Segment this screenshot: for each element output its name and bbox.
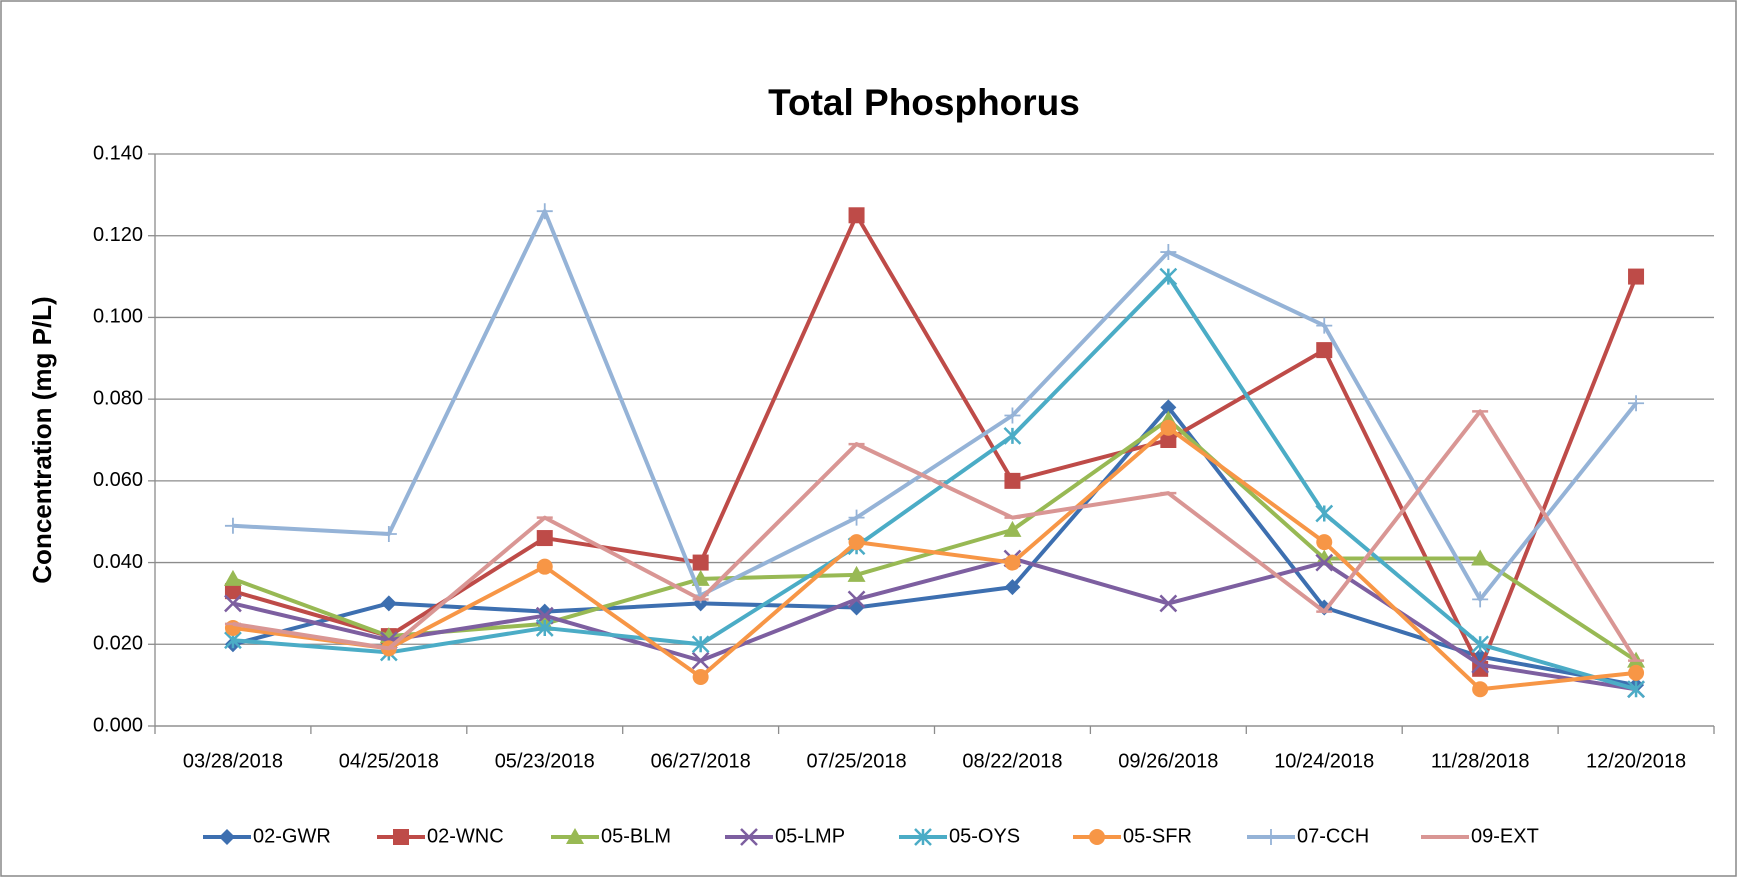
- data-point: [224, 583, 241, 600]
- data-point: [1159, 267, 1178, 286]
- data-point: [1315, 553, 1334, 572]
- data-point: [1628, 664, 1645, 681]
- legend-label: 05-OYS: [949, 825, 1020, 847]
- data-point: [691, 635, 710, 654]
- legend-item: 05-LMP: [725, 825, 845, 847]
- legend-item: 05-BLM: [551, 825, 671, 847]
- data-point: [224, 619, 241, 636]
- legend-label: 05-BLM: [601, 825, 671, 847]
- data-point: [1315, 504, 1334, 523]
- data-point: [847, 590, 866, 609]
- x-tick-label: 11/28/2018: [1431, 750, 1530, 772]
- x-tick-label: 09/26/2018: [1118, 750, 1218, 772]
- data-point: [224, 517, 241, 534]
- data-point: [1472, 681, 1489, 698]
- series: [224, 419, 1645, 698]
- legend-item: 05-SFR: [1073, 825, 1192, 847]
- data-point: [536, 530, 553, 547]
- x-tick-label: 05/23/2018: [495, 750, 595, 772]
- y-tick-label: 0.060: [93, 469, 143, 491]
- series-line: [232, 274, 1637, 692]
- data-point: [536, 558, 553, 575]
- y-tick-label: 0.100: [93, 306, 143, 328]
- y-tick-label: 0.080: [93, 387, 143, 409]
- data-point: [1004, 407, 1021, 424]
- legend-marker: [566, 828, 584, 844]
- data-point: [1628, 395, 1645, 412]
- legend-label: 05-SFR: [1123, 825, 1192, 847]
- chart-title: Total Phosphorus: [768, 82, 1080, 123]
- data-point: [1004, 554, 1021, 571]
- legend-item: 02-WNC: [377, 825, 504, 847]
- legend-label: 02-WNC: [427, 825, 504, 847]
- y-tick-label: 0.000: [93, 714, 143, 736]
- y-tick-label: 0.020: [93, 633, 143, 655]
- data-point: [847, 565, 866, 582]
- data-point: [691, 651, 710, 670]
- data-point: [380, 595, 397, 612]
- data-point: [536, 203, 553, 220]
- y-tick-label: 0.120: [93, 224, 143, 246]
- legend-marker: [219, 829, 235, 845]
- data-point: [223, 569, 242, 586]
- data-point: [535, 619, 554, 637]
- series-line: [232, 425, 1637, 692]
- legend-item: 02-GWR: [203, 825, 331, 847]
- x-tick-label: 08/22/2018: [962, 750, 1062, 772]
- data-point: [1004, 579, 1021, 596]
- x-tick-label: 06/27/2018: [651, 750, 751, 772]
- legend-marker: [1263, 829, 1279, 845]
- legend-marker: [914, 828, 932, 846]
- legend-label: 05-LMP: [775, 825, 845, 847]
- data-point: [1471, 655, 1490, 674]
- data-point: [1316, 534, 1333, 551]
- data-point: [848, 534, 865, 551]
- legend-label: 02-GWR: [253, 825, 331, 847]
- data-point: [1160, 244, 1177, 261]
- data-point: [1316, 342, 1333, 359]
- y-tick-label: 0.140: [93, 142, 143, 164]
- data-point: [1627, 680, 1645, 699]
- data-point: [1160, 399, 1177, 416]
- x-tick-label: 03/28/2018: [183, 750, 283, 772]
- legend-marker: [740, 828, 758, 846]
- series-line: [232, 209, 1638, 602]
- y-tick-label: 0.040: [93, 551, 143, 573]
- x-tick-label: 07/25/2018: [806, 750, 906, 772]
- legend-label: 09-EXT: [1471, 825, 1539, 847]
- legend-marker: [393, 829, 409, 845]
- legend-label: 07-CCH: [1297, 825, 1369, 847]
- data-point: [692, 554, 709, 571]
- data-point: [1628, 268, 1645, 285]
- x-tick-label: 04/25/2018: [339, 750, 439, 772]
- series: [224, 409, 1645, 662]
- data-point: [1471, 549, 1490, 566]
- data-point: [1472, 591, 1489, 608]
- legend-item: 05-OYS: [899, 825, 1020, 847]
- data-point: [1160, 432, 1177, 448]
- legend-item: 07-CCH: [1247, 825, 1369, 847]
- data-point: [1004, 472, 1021, 489]
- legend-item: 09-EXT: [1421, 825, 1539, 847]
- legend-marker: [1089, 829, 1105, 845]
- series-line: [232, 409, 1638, 662]
- data-point: [1160, 419, 1177, 436]
- data-point: [1003, 520, 1022, 537]
- data-point: [224, 594, 242, 613]
- data-point: [1003, 427, 1022, 445]
- x-tick-label: 10/24/2018: [1274, 750, 1374, 772]
- data-point: [1316, 317, 1333, 334]
- data-point: [1471, 635, 1490, 654]
- data-point: [848, 509, 865, 526]
- data-point: [848, 207, 865, 224]
- data-point: [692, 668, 709, 685]
- series: [224, 203, 1645, 608]
- data-point: [380, 525, 397, 542]
- data-point: [1315, 549, 1334, 566]
- data-point: [1159, 594, 1178, 613]
- y-axis-label: Concentration (mg P/L): [27, 296, 57, 583]
- x-tick-label: 12/20/2018: [1586, 750, 1686, 772]
